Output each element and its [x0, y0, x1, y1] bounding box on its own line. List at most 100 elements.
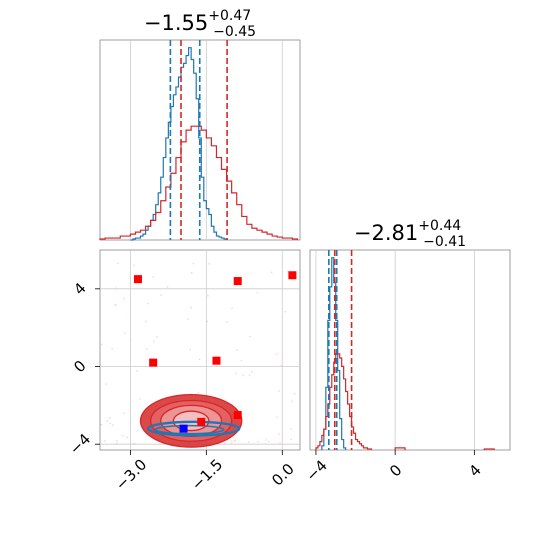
x-tick-label-1: 0 [386, 461, 405, 480]
bottom-left-markers [133, 271, 297, 433]
faint-sample-50 [124, 332, 126, 335]
faint-sample-48 [190, 306, 193, 309]
faint-sample-74 [114, 303, 117, 306]
faint-sample-117 [279, 441, 281, 444]
bottom-right-grid [315, 250, 475, 450]
faint-sample-21 [115, 287, 117, 290]
blue-contour-inner-0 [154, 424, 225, 435]
faint-sample-16 [133, 264, 135, 267]
top-left-title: −1.55+0.47 −0.45 [144, 8, 256, 40]
faint-sample-19 [129, 338, 132, 341]
faint-sample-1 [122, 434, 124, 437]
faint-sample-111 [116, 439, 118, 442]
faint-sample-79 [207, 294, 209, 297]
blue-contour-level-0 [146, 420, 241, 437]
red-marker-1 [233, 277, 242, 286]
faint-sample-13 [290, 438, 293, 441]
scatter-y-tick-label-1: 0 [70, 357, 89, 376]
histogram-series-0 [130, 47, 228, 241]
bottom-right-title: −2.81+0.44 −0.41 [354, 218, 466, 250]
faint-sample-12 [123, 412, 126, 415]
top-left-histograms [99, 47, 299, 241]
bottom-left-contours [139, 394, 243, 448]
faint-sample-26 [126, 436, 129, 439]
faint-sample-5 [155, 336, 158, 338]
scatter-x-tick-label-1: −1.5 [188, 455, 226, 493]
faint-sample-100 [139, 398, 141, 400]
faint-sample-71 [166, 285, 169, 288]
faint-sample-72 [242, 374, 245, 377]
faint-sample-44 [152, 276, 155, 278]
faint-sample-108 [265, 439, 267, 441]
blue-marker-0 [179, 424, 188, 433]
faint-sample-66 [223, 442, 226, 445]
x-tick-label-2: 4 [465, 461, 484, 480]
faint-sample-69 [100, 343, 103, 346]
faint-sample-85 [276, 416, 279, 419]
faint-sample-53 [240, 359, 243, 362]
faint-sample-28 [108, 417, 111, 419]
histogram-series-1 [315, 353, 372, 450]
top-left-quantile-lines [169, 40, 228, 240]
faint-sample-88 [208, 262, 210, 265]
faint-sample-70 [189, 348, 192, 351]
faint-sample-95 [275, 353, 278, 356]
faint-sample-51 [278, 433, 281, 436]
faint-sample-91 [293, 392, 296, 395]
faint-sample-102 [290, 400, 293, 403]
faint-sample-39 [248, 374, 251, 376]
faint-sample-96 [109, 422, 112, 425]
faint-sample-81 [123, 297, 125, 300]
faint-sample-59 [267, 440, 270, 443]
faint-sample-22 [146, 302, 149, 305]
faint-sample-97 [192, 262, 195, 265]
faint-sample-55 [145, 320, 147, 323]
top-left-marginal-panel: −1.55+0.47 −0.45 [99, 8, 301, 241]
scatter-y-tick-label-2: 4 [70, 279, 89, 298]
faint-sample-105 [145, 348, 148, 350]
faint-sample-45 [100, 423, 103, 426]
histogram-outlier-bin-1-1 [483, 448, 495, 450]
faint-sample-106 [160, 294, 162, 297]
faint-sample-101 [162, 443, 164, 446]
faint-sample-75 [115, 442, 118, 445]
faint-sample-37 [270, 271, 273, 274]
faint-sample-86 [198, 358, 201, 361]
scatter-x-tick-label-2: 0.0 [268, 460, 298, 490]
faint-sample-62 [111, 424, 114, 427]
faint-sample-52 [103, 440, 106, 443]
faint-sample-58 [206, 320, 209, 323]
faint-sample-87 [256, 291, 259, 294]
red-marker-3 [149, 358, 158, 367]
faint-sample-36 [153, 340, 155, 343]
scatter-y-tick-label-0: −4 [66, 430, 94, 458]
faint-sample-6 [230, 442, 233, 445]
faint-sample-89 [226, 321, 228, 323]
red-marker-2 [288, 271, 297, 280]
faint-sample-64 [257, 440, 260, 443]
faint-sample-77 [105, 383, 107, 386]
faint-sample-76 [136, 429, 139, 432]
red-marker-4 [212, 356, 221, 365]
faint-sample-43 [236, 348, 239, 351]
faint-sample-99 [234, 439, 237, 442]
red-marker-6 [197, 417, 206, 426]
faint-sample-84 [190, 271, 193, 274]
faint-sample-110 [277, 390, 280, 392]
faint-sample-93 [249, 335, 252, 338]
bottom-right-frame [309, 249, 511, 451]
histogram-outlier-bin-1-0 [394, 447, 406, 450]
faint-sample-115 [111, 347, 114, 350]
red-marker-5 [233, 411, 242, 420]
faint-sample-10 [134, 443, 137, 445]
faint-sample-11 [286, 270, 289, 273]
faint-sample-104 [135, 369, 138, 372]
faint-sample-83 [280, 364, 283, 367]
bottom-right-marginal-panel: −4 0 4 −2.81+0.44 −0.41 [302, 218, 511, 485]
faint-sample-65 [132, 443, 134, 446]
bottom-right-histograms [315, 257, 495, 450]
faint-sample-98 [230, 440, 233, 443]
faint-sample-32 [186, 318, 189, 320]
